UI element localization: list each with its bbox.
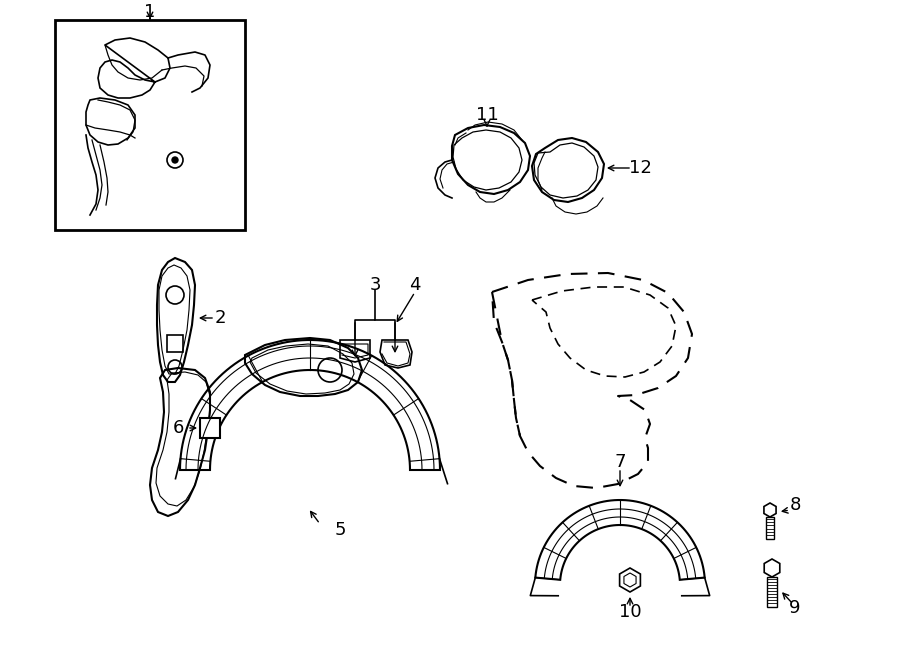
Text: 9: 9 — [789, 599, 801, 617]
Bar — [200, 418, 220, 438]
Text: 4: 4 — [410, 276, 421, 294]
Text: 10: 10 — [618, 603, 642, 621]
Text: 5: 5 — [334, 521, 346, 539]
Text: 8: 8 — [789, 496, 801, 514]
Circle shape — [172, 157, 178, 163]
Text: 12: 12 — [628, 159, 652, 177]
Text: 7: 7 — [614, 453, 626, 471]
Text: 6: 6 — [172, 419, 184, 437]
Bar — [767, 577, 777, 607]
Bar — [55, 20, 245, 230]
Text: 2: 2 — [214, 309, 226, 327]
Text: 11: 11 — [475, 106, 499, 124]
Bar — [766, 517, 774, 539]
Text: 3: 3 — [369, 276, 381, 294]
Text: 1: 1 — [144, 3, 156, 21]
